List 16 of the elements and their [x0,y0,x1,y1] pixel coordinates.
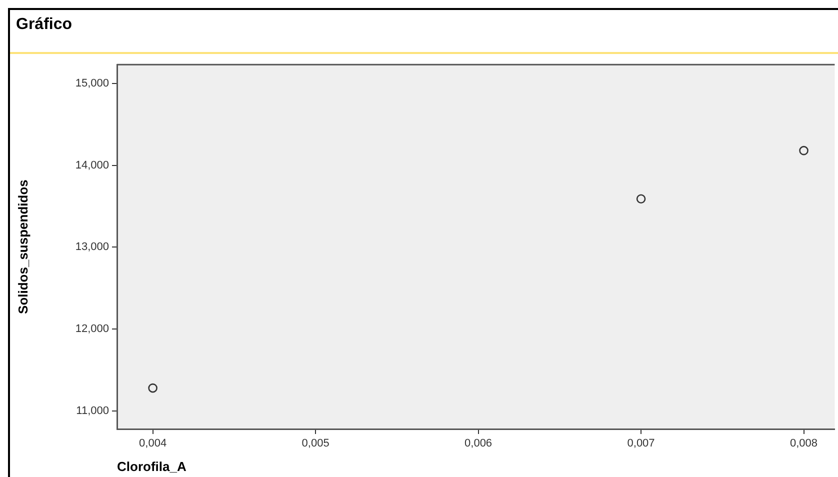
x-tick-label: 0,004 [139,438,167,450]
point [148,383,158,393]
y-tick-label: 13,000 [75,241,109,254]
x-tick-label: 0,008 [790,438,818,450]
x-tick-label: 0,005 [302,438,330,450]
point [799,146,808,156]
point [636,194,646,204]
x-tick-label: 0,007 [627,438,655,450]
x-tick-label: 0,006 [464,438,492,450]
y-axis-title: Solidos_suspendidos [15,180,30,314]
chart-title: Gráfico [16,16,72,34]
x-axis-title: Clorofila_A [117,458,187,474]
y-tick-label: 11,000 [76,405,109,418]
y-tick-label: 12,000 [75,323,109,336]
y-tick-label: 14,000 [75,159,109,172]
y-tick-label: 15,000 [75,77,109,90]
